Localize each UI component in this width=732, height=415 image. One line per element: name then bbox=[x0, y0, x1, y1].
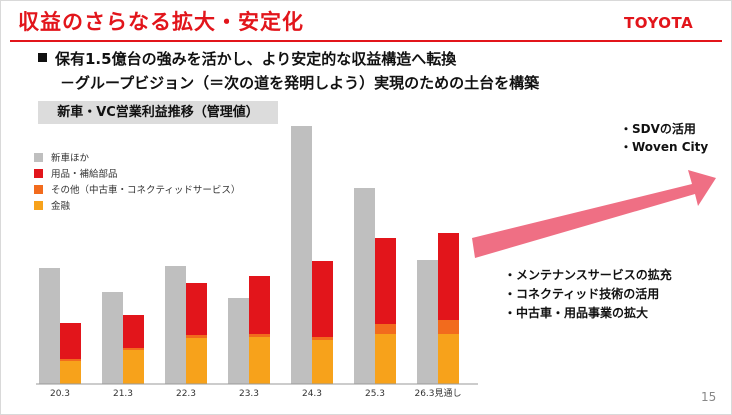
sub-bullet-text: －グループビジョン（＝次の道を発明しよう）実現のための土台を構築 bbox=[60, 74, 540, 92]
bar-new-car bbox=[102, 292, 123, 384]
bar-other bbox=[438, 320, 459, 334]
bar-new-car bbox=[354, 188, 375, 384]
legend-item-parts: 用品・補給部品 bbox=[34, 165, 240, 181]
bar-finance bbox=[249, 337, 270, 384]
note-maintenance: ・メンテナンスサービスの拡充 bbox=[504, 268, 672, 282]
note-sdv: ・SDVの活用 bbox=[620, 122, 696, 136]
legend-item-finance: 金融 bbox=[34, 197, 240, 213]
legend-item-new-car: 新車ほか bbox=[34, 149, 240, 165]
bar-parts bbox=[312, 261, 333, 337]
bar-finance bbox=[60, 361, 81, 384]
title-divider bbox=[10, 40, 722, 42]
x-tick-label: 24.3 bbox=[302, 389, 322, 399]
legend-swatch bbox=[34, 184, 43, 194]
legend-label: 新車ほか bbox=[51, 153, 90, 164]
bar-parts bbox=[249, 276, 270, 334]
bar-finance bbox=[312, 340, 333, 384]
bar-finance bbox=[123, 350, 144, 384]
legend-label: その他（中古車・コネクティッドサービス） bbox=[51, 185, 241, 196]
bar-other bbox=[249, 334, 270, 337]
bar-parts bbox=[60, 323, 81, 359]
bar-other bbox=[60, 359, 81, 361]
growth-arrow-icon bbox=[472, 170, 716, 258]
chart-bars bbox=[39, 126, 459, 384]
legend-label: 用品・補給部品 bbox=[51, 169, 118, 180]
main-bullet: 保有1.5億台の強みを活かし、より安定的な収益構造へ転換 bbox=[38, 48, 456, 69]
bar-finance bbox=[438, 334, 459, 384]
future-initiatives: ・SDVの活用 ・Woven City bbox=[620, 120, 708, 156]
chart-legend: 新車ほか 用品・補給部品 その他（中古車・コネクティッドサービス） 金融 bbox=[34, 149, 240, 213]
bar-parts bbox=[123, 315, 144, 348]
bar-parts bbox=[186, 283, 207, 335]
bar-parts bbox=[375, 238, 396, 324]
bar-other bbox=[312, 337, 333, 340]
bar-new-car bbox=[228, 298, 249, 384]
bar-other bbox=[375, 324, 396, 334]
note-used-car: ・中古車・用品事業の拡大 bbox=[504, 306, 649, 320]
bar-finance bbox=[186, 338, 207, 384]
value-chain-initiatives: ・メンテナンスサービスの拡充 ・コネクティッド技術の活用 ・中古車・用品事業の拡… bbox=[504, 266, 672, 323]
x-tick-label: 22.3 bbox=[176, 389, 196, 399]
toyota-logo: TOYOTA bbox=[624, 14, 694, 32]
bar-new-car bbox=[39, 268, 60, 384]
bar-new-car bbox=[417, 260, 438, 384]
page-number: 15 bbox=[701, 390, 717, 404]
legend-item-other: その他（中古車・コネクティッドサービス） bbox=[34, 181, 240, 197]
main-bullet-text: 保有1.5億台の強みを活かし、より安定的な収益構造へ転換 bbox=[55, 50, 457, 68]
x-tick-label: 21.3 bbox=[113, 389, 133, 399]
bar-new-car bbox=[165, 266, 186, 384]
legend-swatch bbox=[34, 200, 43, 210]
bar-new-car bbox=[291, 126, 312, 384]
legend-swatch bbox=[34, 168, 43, 178]
slide-title: 収益のさらなる拡大・安定化 bbox=[18, 10, 304, 34]
x-tick-label: 23.3 bbox=[239, 389, 259, 399]
note-woven-city: ・Woven City bbox=[620, 140, 709, 154]
bar-other bbox=[123, 348, 144, 350]
x-tick-label: 26.3見通し bbox=[414, 388, 461, 399]
bar-finance bbox=[375, 334, 396, 384]
bar-parts bbox=[438, 233, 459, 320]
legend-label: 金融 bbox=[51, 201, 71, 212]
bar-other bbox=[186, 335, 207, 338]
x-tick-label: 25.3 bbox=[365, 389, 385, 399]
square-bullet-icon bbox=[38, 53, 47, 62]
legend-swatch bbox=[34, 152, 43, 162]
chart-label: 新車・VC営業利益推移（管理値） bbox=[38, 101, 278, 124]
x-tick-label: 20.3 bbox=[50, 389, 70, 399]
note-connected: ・コネクティッド技術の活用 bbox=[504, 287, 660, 301]
x-axis-labels: 20.3 21.3 22.3 23.3 24.3 25.3 26.3見通し bbox=[50, 388, 462, 399]
